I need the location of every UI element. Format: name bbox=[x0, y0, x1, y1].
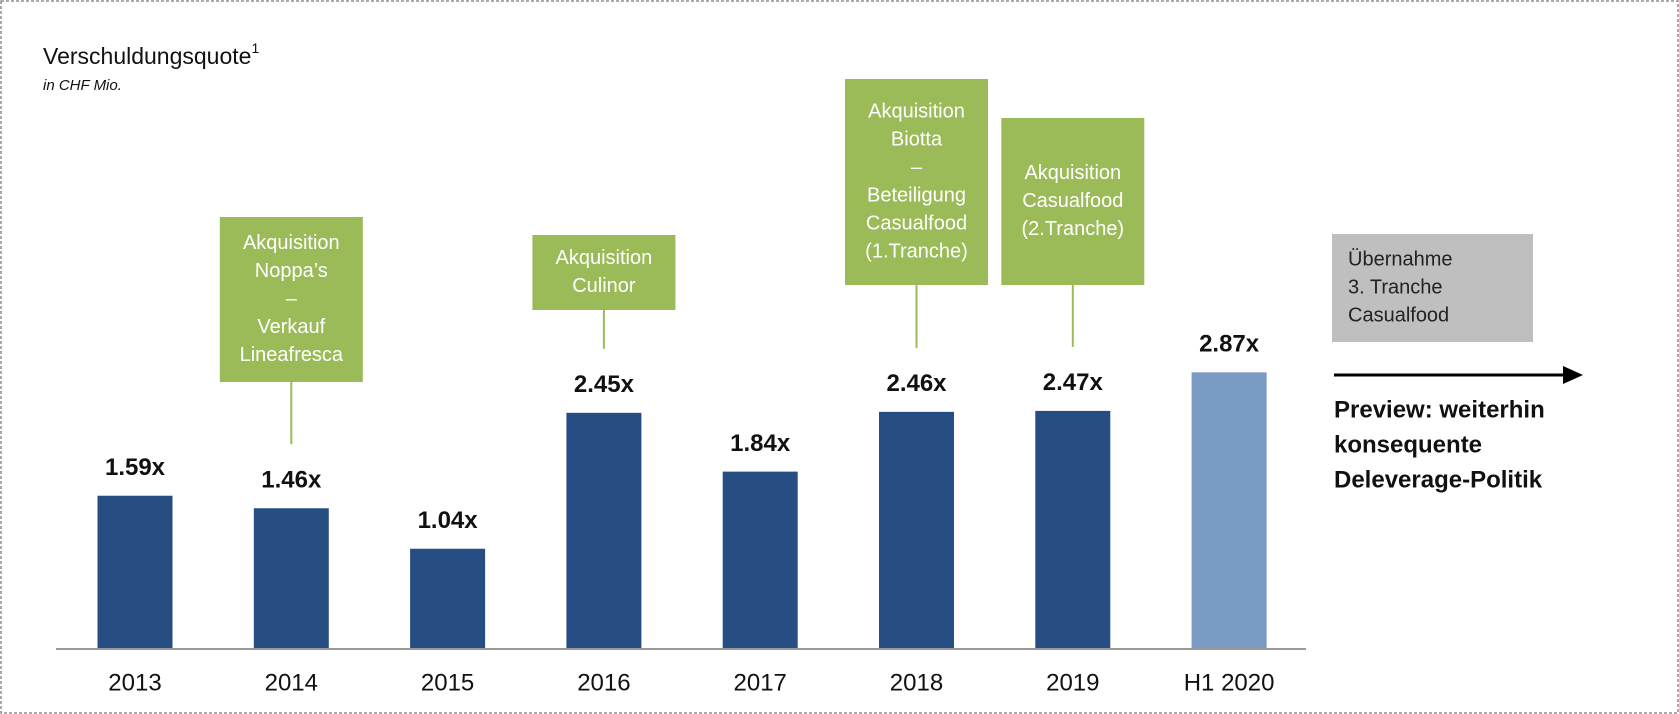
outlook-text: Preview: weiterhin bbox=[1334, 396, 1545, 423]
x-tick-label: 2019 bbox=[1046, 669, 1099, 696]
outlook-text: konsequente bbox=[1334, 431, 1482, 458]
outlook-box-text: Übernahme bbox=[1348, 248, 1453, 270]
bar bbox=[97, 495, 173, 649]
annotation-text: Noppa’s bbox=[255, 260, 328, 282]
bar bbox=[1035, 410, 1111, 649]
outlook-box-text: 3. Tranche bbox=[1348, 276, 1443, 298]
chart-title: Verschuldungsquote1 bbox=[43, 40, 259, 69]
title-footnote: 1 bbox=[251, 40, 259, 56]
annotation-text: Beteiligung bbox=[867, 184, 966, 206]
outlook-text: Deleverage-Politik bbox=[1334, 466, 1543, 493]
annotation-box bbox=[532, 235, 676, 310]
annotation-text: Casualfood bbox=[1022, 190, 1123, 212]
annotation-text: (1.Tranche) bbox=[865, 240, 968, 262]
annotation-text: – bbox=[911, 156, 923, 178]
bar bbox=[253, 508, 329, 649]
annotation-text: Culinor bbox=[572, 275, 636, 297]
value-label: 2.47x bbox=[1043, 369, 1104, 396]
x-tick-label: 2018 bbox=[890, 669, 943, 696]
x-tick-label: H1 2020 bbox=[1184, 669, 1275, 696]
bar bbox=[722, 471, 798, 649]
value-label: 1.59x bbox=[105, 454, 166, 481]
annotation-text: Casualfood bbox=[866, 212, 967, 234]
x-tick-label: 2016 bbox=[577, 669, 630, 696]
annotation-text: Biotta bbox=[891, 128, 943, 150]
value-label: 2.45x bbox=[574, 371, 635, 398]
annotation-text: Verkauf bbox=[257, 316, 325, 338]
value-label: 1.04x bbox=[418, 507, 479, 534]
outlook-box bbox=[1332, 234, 1533, 342]
bar bbox=[879, 411, 954, 649]
annotation-text: Lineafresca bbox=[240, 344, 344, 366]
bar bbox=[1191, 372, 1267, 649]
bar bbox=[566, 412, 642, 649]
title-text: Verschuldungsquote bbox=[43, 43, 251, 69]
annotation-text: Akquisition bbox=[868, 100, 965, 122]
bar bbox=[410, 548, 486, 649]
x-tick-label: 2015 bbox=[421, 669, 474, 696]
value-label: 2.46x bbox=[886, 370, 947, 397]
x-tick-label: 2013 bbox=[108, 669, 161, 696]
annotation-text: – bbox=[286, 288, 298, 310]
annotation-text: Akquisition bbox=[243, 232, 340, 254]
annotation-box bbox=[845, 79, 988, 285]
annotation-text: Akquisition bbox=[556, 247, 653, 269]
x-tick-label: 2014 bbox=[265, 669, 318, 696]
annotation-text: Akquisition bbox=[1024, 162, 1121, 184]
value-label: 2.87x bbox=[1199, 331, 1260, 358]
annotation-box bbox=[1001, 118, 1145, 285]
x-tick-label: 2017 bbox=[734, 669, 787, 696]
outlook-box-text: Casualfood bbox=[1348, 304, 1449, 326]
annotation-box bbox=[219, 217, 363, 382]
value-label: 1.46x bbox=[261, 467, 322, 494]
chart-subtitle: in CHF Mio. bbox=[43, 77, 122, 94]
annotation-text: (2.Tranche) bbox=[1021, 218, 1124, 240]
value-label: 1.84x bbox=[730, 430, 791, 457]
outlook-arrowhead bbox=[1563, 366, 1583, 384]
